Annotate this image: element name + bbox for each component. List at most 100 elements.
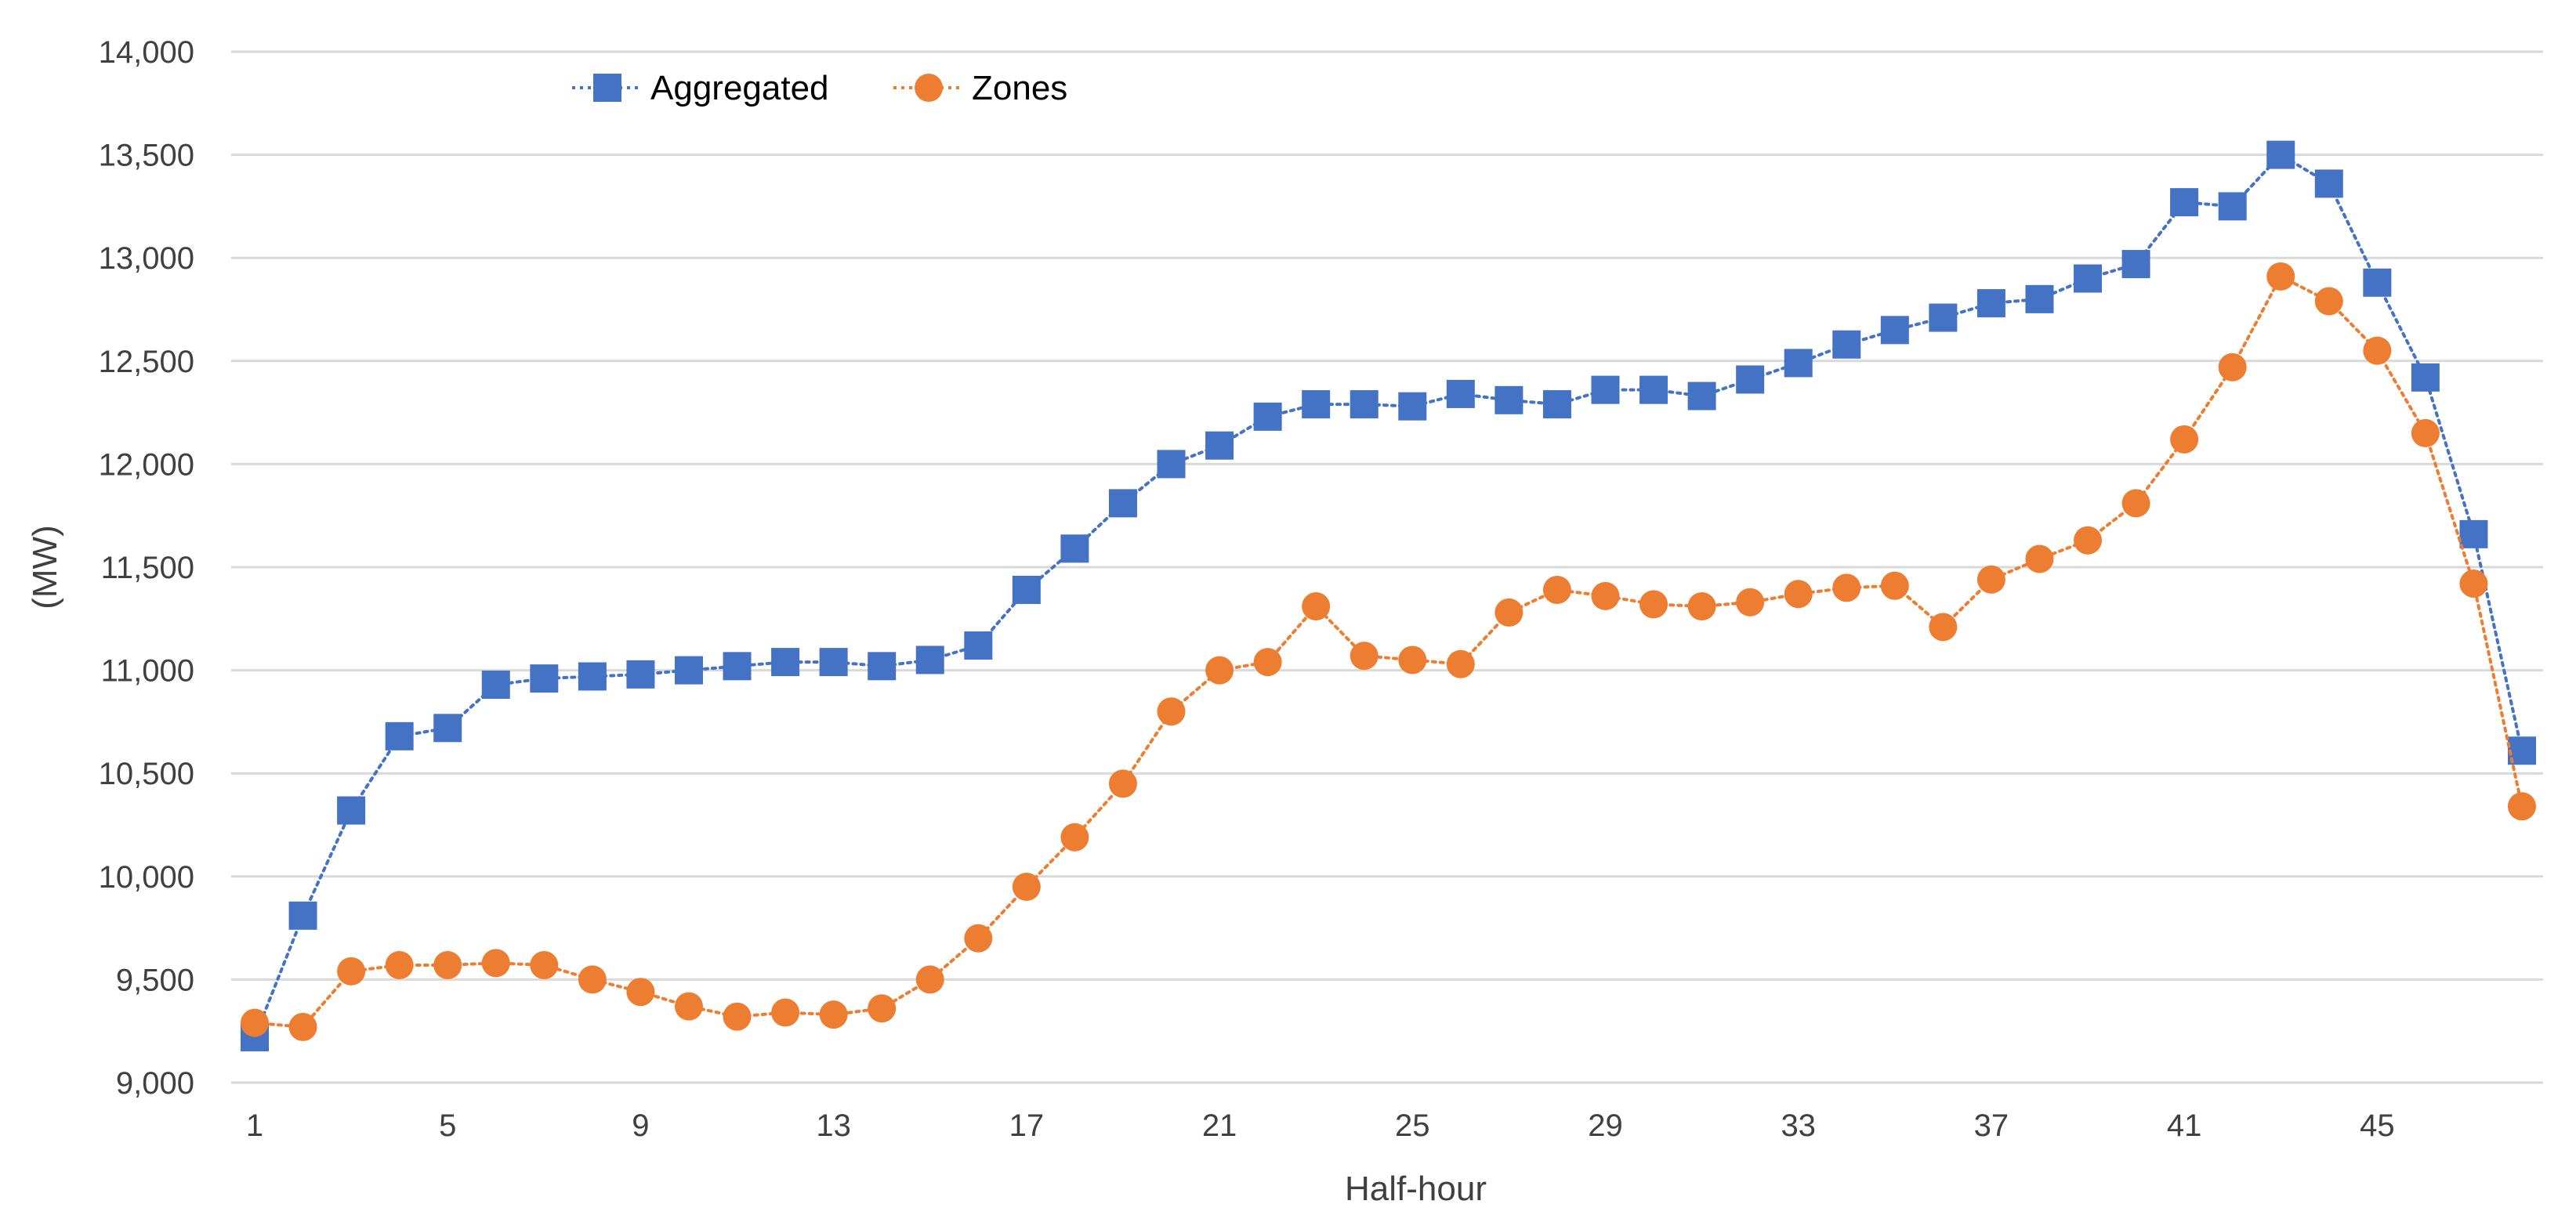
data-point: [1542, 575, 1571, 604]
legend-zones-marker: [915, 74, 943, 102]
data-point: [1832, 573, 1861, 602]
data-point: [1446, 649, 1475, 678]
data-point: [2074, 526, 2103, 555]
data-point: [1736, 588, 1765, 617]
data-point: [674, 992, 703, 1021]
x-tick-label: 45: [2360, 1108, 2395, 1143]
data-point: [1108, 769, 1137, 798]
data-point: [433, 950, 462, 979]
data-point: [2218, 192, 2247, 221]
data-point: [1591, 375, 1620, 404]
data-point: [2121, 250, 2150, 279]
data-point: [1880, 316, 1909, 345]
data-point: [1976, 289, 2005, 318]
data-point: [1157, 697, 1186, 726]
data-point: [674, 656, 703, 685]
data-point: [337, 957, 366, 986]
series-line: [253, 274, 2523, 1029]
data-point: [1639, 375, 1668, 404]
x-tick-label: 37: [1974, 1108, 2009, 1143]
x-tick-label: 17: [1009, 1108, 1045, 1143]
x-tick-label: 13: [816, 1108, 851, 1143]
y-tick-label: 11,000: [101, 654, 194, 689]
data-point: [2025, 284, 2054, 313]
data-point: [1880, 571, 1909, 600]
data-point: [2121, 489, 2150, 518]
data-point: [915, 646, 944, 674]
data-point: [1929, 613, 1958, 642]
data-point: [1495, 598, 1523, 627]
y-tick-label: 10,000: [99, 860, 194, 895]
legend-aggregated-marker: [593, 74, 621, 102]
data-point: [1976, 565, 2005, 594]
data-point: [481, 671, 510, 700]
data-point: [1446, 379, 1475, 408]
data-point: [771, 998, 800, 1027]
data-point: [1012, 575, 1041, 604]
y-tick-label: 13,500: [99, 139, 194, 173]
data-point: [2025, 544, 2054, 573]
data-point: [771, 648, 800, 677]
data-point: [578, 965, 607, 994]
data-point: [1398, 392, 1427, 421]
data-point: [626, 978, 655, 1007]
data-point: [2266, 140, 2295, 169]
data-point: [288, 901, 317, 930]
x-axis-tick-labels: 1 5 9 13 17 21 25 29 33 37 41 45: [246, 1108, 2395, 1143]
data-point: [530, 664, 559, 693]
x-tick-label: 9: [632, 1108, 649, 1143]
data-point: [1302, 592, 1331, 621]
data-point: [2459, 570, 2488, 599]
legend-item-aggregated: Aggregated: [572, 69, 829, 107]
data-point: [1350, 642, 1379, 671]
data-point: [868, 652, 897, 681]
data-point: [481, 949, 510, 978]
data-point: [433, 714, 462, 743]
legend-aggregated-label: Aggregated: [650, 69, 829, 107]
data-point: [288, 1012, 317, 1041]
y-tick-label: 12,000: [99, 447, 194, 482]
data-point: [964, 924, 993, 953]
data-point: [1302, 390, 1331, 419]
y-tick-label: 9,500: [116, 963, 194, 997]
data-point: [1205, 431, 1234, 460]
x-tick-label: 25: [1395, 1108, 1430, 1143]
series-line: [253, 153, 2523, 1040]
data-point: [2074, 264, 2103, 293]
data-point: [1253, 402, 1282, 431]
data-point: [723, 652, 752, 681]
x-tick-label: 21: [1202, 1108, 1237, 1143]
data-point: [1784, 580, 1813, 609]
data-point: [868, 994, 897, 1023]
data-point: [1205, 656, 1234, 685]
data-point: [2459, 519, 2488, 548]
data-point: [2218, 353, 2247, 382]
y-tick-label: 11,500: [101, 551, 194, 585]
data-point: [2363, 336, 2392, 365]
data-point: [2411, 418, 2440, 447]
data-point: [385, 950, 414, 979]
y-tick-label: 9,000: [116, 1066, 194, 1101]
data-point: [1350, 390, 1379, 419]
data-point: [2363, 268, 2392, 297]
x-tick-label: 5: [439, 1108, 456, 1143]
data-point: [1495, 385, 1523, 414]
data-point: [2314, 169, 2343, 198]
data-point: [1687, 382, 1716, 410]
data-point: [578, 662, 607, 691]
y-tick-label: 13,000: [99, 241, 194, 276]
data-point: [2266, 262, 2295, 291]
data-point: [241, 1008, 269, 1037]
data-point: [385, 721, 414, 750]
y-axis-title: (MW): [26, 525, 64, 609]
data-point: [626, 660, 655, 689]
data-point: [1108, 489, 1137, 518]
data-point: [1687, 592, 1716, 621]
data-point: [1832, 330, 1861, 359]
data-point: [1060, 534, 1089, 563]
data-point: [1398, 646, 1427, 674]
data-point: [530, 950, 559, 979]
data-point: [337, 796, 366, 825]
data-point: [1253, 648, 1282, 677]
